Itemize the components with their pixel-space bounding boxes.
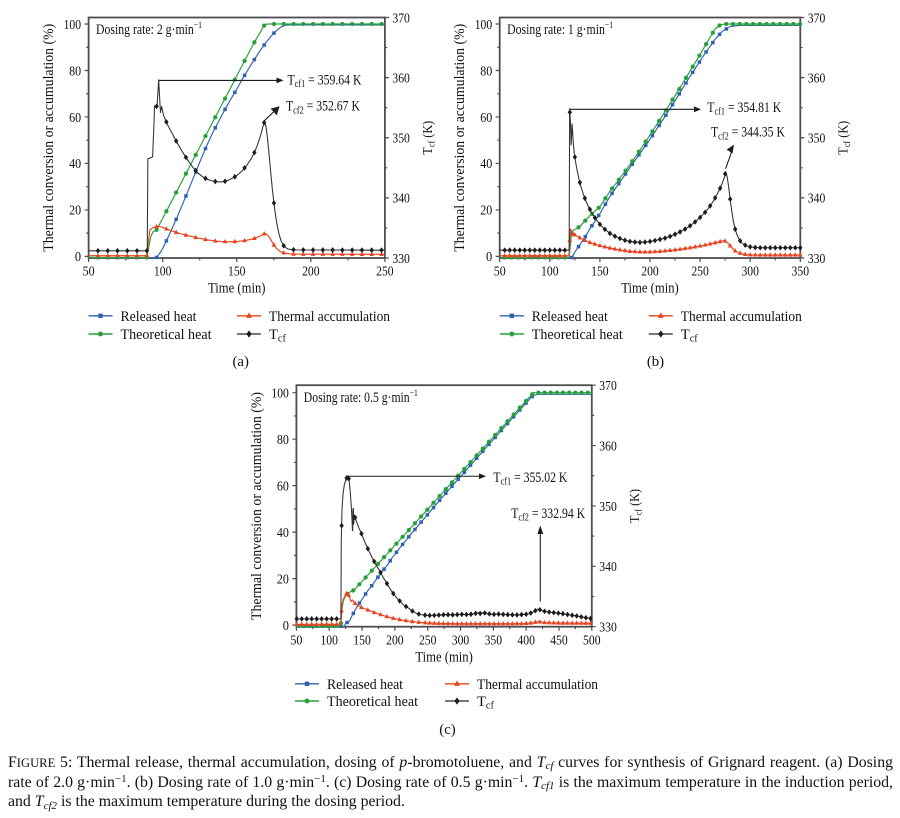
- svg-text:Time (min): Time (min): [208, 281, 266, 297]
- svg-text:Theoretical heat: Theoretical heat: [121, 327, 212, 343]
- svg-text:60: 60: [480, 111, 492, 126]
- svg-text:80: 80: [277, 433, 289, 448]
- svg-text:60: 60: [69, 111, 81, 126]
- svg-text:200: 200: [641, 265, 659, 280]
- svg-text:Released heat: Released heat: [121, 309, 197, 325]
- svg-text:340: 340: [808, 192, 826, 207]
- svg-text:Thermal accumulation: Thermal accumulation: [477, 677, 599, 693]
- svg-text:50: 50: [290, 633, 302, 648]
- svg-text:50: 50: [83, 265, 95, 280]
- svg-text:80: 80: [480, 64, 492, 79]
- svg-text:360: 360: [599, 439, 617, 454]
- svg-text:Thermal conversion or accumula: Thermal conversion or accumulation (%): [41, 24, 57, 252]
- svg-text:Tcf1 = 355.02 K: Tcf1 = 355.02 K: [493, 470, 567, 488]
- svg-text:Thermal conversion or accumula: Thermal conversion or accumulation (%): [452, 24, 468, 252]
- svg-text:Tcf (K): Tcf (K): [835, 121, 853, 155]
- svg-text:40: 40: [480, 157, 492, 172]
- svg-text:Tcf (K): Tcf (K): [420, 121, 438, 155]
- svg-text:330: 330: [392, 252, 410, 267]
- svg-text:300: 300: [452, 633, 470, 648]
- svg-text:0: 0: [283, 619, 289, 634]
- svg-text:100: 100: [541, 265, 559, 280]
- svg-text:Tcf: Tcf: [269, 327, 286, 345]
- svg-text:340: 340: [392, 192, 410, 207]
- svg-text:Tcf (K): Tcf (K): [627, 489, 645, 523]
- svg-text:Time (min): Time (min): [621, 281, 679, 297]
- svg-text:340: 340: [599, 560, 617, 575]
- svg-text:Tcf1 = 354.81 K: Tcf1 = 354.81 K: [707, 100, 781, 118]
- svg-text:(b): (b): [647, 354, 664, 370]
- svg-text:100: 100: [271, 387, 289, 402]
- svg-text:350: 350: [485, 633, 503, 648]
- svg-text:(a): (a): [232, 354, 248, 370]
- svg-text:100: 100: [154, 265, 172, 280]
- svg-text:Theoretical heat: Theoretical heat: [327, 694, 418, 710]
- svg-text:330: 330: [599, 621, 617, 636]
- svg-text:Dosing rate: 0.5 g·min−1: Dosing rate: 0.5 g·min−1: [304, 389, 418, 406]
- svg-text:Theoretical heat: Theoretical heat: [532, 327, 623, 343]
- svg-text:350: 350: [792, 265, 810, 280]
- svg-text:350: 350: [392, 132, 410, 147]
- svg-text:Dosing rate: 2 g·min−1: Dosing rate: 2 g·min−1: [96, 21, 202, 38]
- svg-text:330: 330: [808, 252, 826, 267]
- svg-text:370: 370: [808, 11, 826, 26]
- svg-text:40: 40: [277, 526, 289, 541]
- svg-text:150: 150: [353, 633, 371, 648]
- svg-text:Dosing rate: 1 g·min−1: Dosing rate: 1 g·min−1: [507, 21, 613, 38]
- svg-text:40: 40: [69, 157, 81, 172]
- svg-text:Tcf1 = 359.64 K: Tcf1 = 359.64 K: [288, 72, 362, 90]
- svg-text:Released heat: Released heat: [327, 677, 403, 693]
- svg-text:80: 80: [69, 64, 81, 79]
- svg-text:250: 250: [376, 265, 394, 280]
- svg-text:100: 100: [475, 18, 493, 33]
- svg-text:Time (min): Time (min): [415, 649, 473, 665]
- svg-text:370: 370: [599, 379, 617, 394]
- svg-text:Tcf: Tcf: [477, 694, 494, 712]
- svg-text:250: 250: [419, 633, 437, 648]
- svg-text:20: 20: [277, 572, 289, 587]
- svg-text:Tcf: Tcf: [681, 327, 698, 345]
- svg-text:300: 300: [741, 265, 759, 280]
- svg-text:100: 100: [64, 18, 82, 33]
- svg-text:350: 350: [599, 500, 617, 515]
- svg-text:0: 0: [486, 250, 492, 265]
- svg-text:Tcf2 = 344.35 K: Tcf2 = 344.35 K: [711, 125, 785, 143]
- svg-text:20: 20: [69, 204, 81, 219]
- svg-text:(c): (c): [439, 722, 455, 738]
- svg-text:400: 400: [517, 633, 535, 648]
- svg-text:Thermal accumulation: Thermal accumulation: [681, 309, 803, 325]
- svg-text:Thermal conversion or accumula: Thermal conversion or accumulation (%): [249, 392, 265, 620]
- svg-text:100: 100: [320, 633, 338, 648]
- svg-text:0: 0: [75, 250, 81, 265]
- svg-text:450: 450: [550, 633, 568, 648]
- svg-text:Thermal accumulation: Thermal accumulation: [269, 309, 391, 325]
- svg-text:200: 200: [302, 265, 320, 280]
- svg-text:200: 200: [386, 633, 404, 648]
- svg-text:150: 150: [228, 265, 246, 280]
- svg-text:Released heat: Released heat: [532, 309, 608, 325]
- svg-text:20: 20: [480, 204, 492, 219]
- svg-text:60: 60: [277, 479, 289, 494]
- svg-text:250: 250: [691, 265, 709, 280]
- svg-text:150: 150: [591, 265, 609, 280]
- svg-text:50: 50: [494, 265, 506, 280]
- svg-text:350: 350: [808, 132, 826, 147]
- svg-text:Tcf2 = 352.67 K: Tcf2 = 352.67 K: [286, 99, 360, 117]
- svg-text:370: 370: [392, 11, 410, 26]
- svg-text:360: 360: [808, 71, 826, 86]
- svg-text:Tcf2 = 332.94 K: Tcf2 = 332.94 K: [511, 506, 585, 524]
- svg-text:360: 360: [392, 71, 410, 86]
- svg-text:500: 500: [583, 633, 601, 648]
